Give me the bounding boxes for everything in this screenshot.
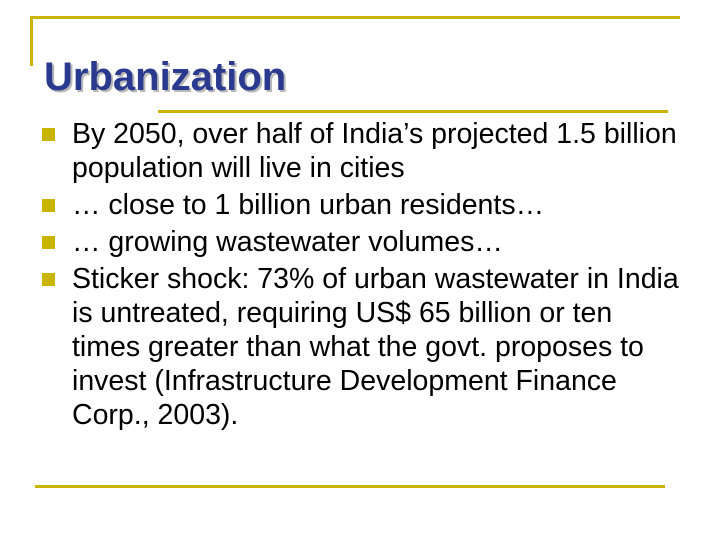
bullet-item: By 2050, over half of India’s projected …	[40, 117, 680, 185]
bullet-item: Sticker shock: 73% of urban wastewater i…	[40, 262, 680, 432]
bullet-item: … growing wastewater volumes…	[40, 225, 680, 259]
bullet-item: … close to 1 billion urban residents…	[40, 188, 680, 222]
left-decorative-line	[30, 16, 33, 66]
bottom-decorative-line	[35, 485, 665, 488]
title-underline	[158, 110, 668, 113]
square-bullet-icon	[42, 128, 55, 141]
bullet-list: By 2050, over half of India’s projected …	[40, 117, 680, 435]
top-decorative-line	[30, 16, 680, 19]
square-bullet-icon	[42, 236, 55, 249]
bullet-text: … close to 1 billion urban residents…	[72, 189, 545, 221]
square-bullet-icon	[42, 273, 55, 286]
bullet-text: … growing wastewater volumes…	[72, 226, 503, 258]
slide-title: Urbanization	[44, 54, 287, 99]
square-bullet-icon	[42, 199, 55, 212]
bullet-text: By 2050, over half of India’s projected …	[72, 118, 677, 184]
bullet-text: Sticker shock: 73% of urban wastewater i…	[72, 263, 679, 431]
